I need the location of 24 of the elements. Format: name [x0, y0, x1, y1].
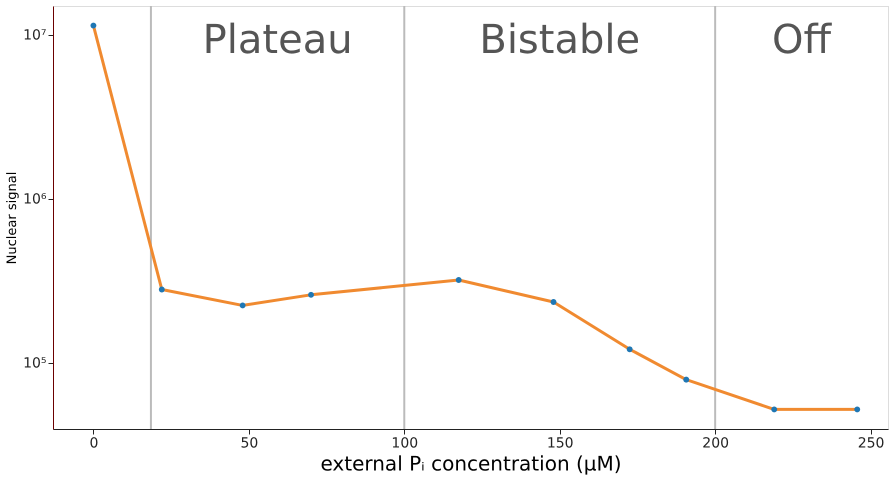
x-tick-label: 150: [546, 436, 574, 452]
x-tick-label: 250: [858, 436, 884, 452]
x-axis-title: external Pᵢ concentration (μM): [320, 452, 622, 476]
point: [240, 302, 246, 308]
point: [308, 292, 314, 298]
annotation: Off: [772, 17, 833, 63]
y-tick-label: 10⁵: [23, 355, 46, 372]
x-tick-label: 0: [89, 436, 98, 452]
point: [158, 286, 165, 292]
y-tick-label: 10⁷: [23, 27, 46, 44]
point: [771, 406, 778, 412]
annotation: Plateau: [202, 17, 353, 63]
y-axis-title: Nuclear signal: [5, 172, 20, 264]
annotation: Bistable: [479, 17, 640, 63]
point: [683, 376, 690, 383]
y-tick-label: 10⁶: [23, 191, 47, 208]
point: [90, 22, 96, 28]
point: [550, 299, 556, 305]
x-tick-label: 100: [391, 436, 418, 452]
point: [854, 406, 860, 412]
point: [456, 277, 462, 283]
x-tick-label: 200: [702, 436, 730, 452]
point: [626, 346, 633, 352]
x-tick-label: 50: [240, 436, 258, 452]
